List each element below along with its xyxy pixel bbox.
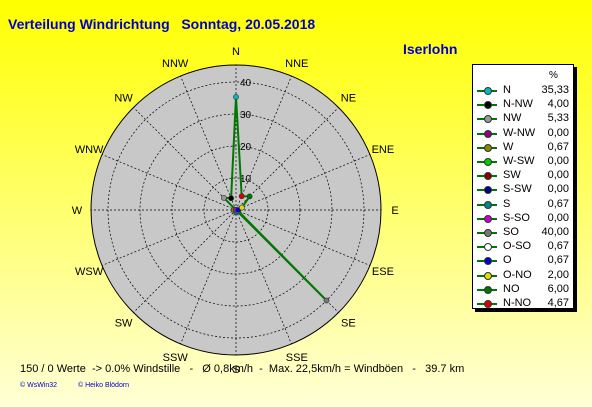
direction-label-ene: ENE (372, 144, 395, 156)
legend-marker-swatch (484, 201, 492, 209)
legend-marker-swatch (484, 172, 492, 180)
legend-value: 0,00 (548, 212, 569, 224)
direction-label-wsw: WSW (75, 266, 104, 278)
legend-label: SW (503, 169, 521, 181)
chart-title: Verteilung Windrichtung Sonntag, 20.05.2… (8, 16, 315, 32)
legend-item: NW 5,33 (473, 112, 573, 126)
legend-item: O 0,67 (473, 254, 573, 268)
legend-marker-swatch (484, 130, 492, 138)
legend-marker-swatch (484, 158, 492, 166)
direction-label-ne: NE (341, 93, 356, 105)
radial-tick-label: 40 (240, 78, 252, 89)
legend-item: N-NW 4,00 (473, 98, 573, 112)
direction-label-sw: SW (115, 317, 133, 329)
legend-item: O-SO 0,67 (473, 240, 573, 254)
legend-label: SO (503, 226, 519, 238)
legend-item: W-SW 0,00 (473, 155, 573, 169)
direction-label-nne: NNE (285, 58, 308, 70)
legend-item: O-NO 2,00 (473, 269, 573, 283)
legend-item: W 0,67 (473, 141, 573, 155)
legend-label: O (503, 254, 512, 266)
legend-label: O-SO (503, 240, 531, 252)
legend-value: 5,33 (548, 112, 569, 124)
legend-label: NO (503, 283, 520, 295)
direction-label-n: N (232, 46, 240, 58)
data-point-nw (221, 195, 226, 200)
legend-value: 0,00 (548, 183, 569, 195)
legend-label: S-SO (503, 212, 530, 224)
legend-marker-swatch (484, 257, 492, 265)
legend-item: N 35,33 (473, 84, 573, 98)
legend-marker-swatch (484, 286, 492, 294)
direction-label-e: E (391, 205, 398, 217)
credit-author: © Heiko Blödorn (78, 382, 129, 389)
radial-tick-label: 30 (240, 110, 252, 121)
direction-label-nnw: NNW (162, 58, 189, 70)
legend-label: N (503, 84, 511, 96)
legend-marker-swatch (484, 186, 492, 194)
data-point-so (324, 298, 329, 303)
legend-label: N-NW (503, 98, 533, 110)
legend-item: S-SO 0,00 (473, 212, 573, 226)
legend-label: S-SW (503, 183, 532, 195)
data-point-n-no (239, 194, 244, 199)
legend-marker-swatch (484, 215, 492, 223)
data-point-n-nw (229, 196, 234, 201)
radial-tick-label: 20 (240, 142, 252, 153)
legend-label: S (503, 198, 510, 210)
legend-marker-swatch (484, 144, 492, 152)
legend-marker-swatch (484, 272, 492, 280)
legend-unit: % (549, 70, 558, 81)
legend-item: NO 6,00 (473, 283, 573, 297)
direction-label-nw: NW (114, 93, 133, 105)
legend-marker-swatch (484, 87, 492, 95)
legend-value: 0,67 (548, 198, 569, 210)
direction-label-se: SE (341, 317, 356, 329)
credit-wswin: © WsWin32 (20, 382, 57, 389)
data-point-no (247, 194, 252, 199)
legend-item: W-NW 0,00 (473, 127, 573, 141)
legend-item: SO 40,00 (473, 226, 573, 240)
legend-marker-swatch (484, 115, 492, 123)
legend-item: SW 0,00 (473, 169, 573, 183)
footer-stats: 150 / 0 Werte -> 0.0% Windstille - Ø 0,8… (20, 363, 464, 375)
direction-label-wnw: WNW (75, 144, 104, 156)
legend: % N 35,33 N-NW 4,00 NW 5,33 W-NW 0,00 W 0,67 W-SW 0… (472, 64, 574, 309)
legend-label: N-NO (503, 297, 531, 309)
wind-rose-plot: 10 20 30 40 N NNE NE ENE E ESE SE SSE S SSW SW WSW W WNW N… (72, 46, 399, 376)
legend-marker-swatch (484, 300, 492, 308)
legend-value: 0,67 (548, 254, 569, 266)
legend-value: 2,00 (548, 269, 569, 281)
legend-label: W (503, 141, 513, 153)
legend-marker-swatch (484, 101, 492, 109)
legend-item: N-NO 4,67 (473, 297, 573, 311)
legend-label: W-SW (503, 155, 535, 167)
legend-label: O-NO (503, 269, 532, 281)
legend-value: 0,67 (548, 240, 569, 252)
legend-value: 0,00 (548, 155, 569, 167)
direction-label-ese: ESE (372, 266, 394, 278)
legend-item: S 0,67 (473, 198, 573, 212)
data-point-n (233, 94, 238, 99)
legend-value: 0,67 (548, 141, 569, 153)
legend-value: 35,33 (541, 84, 569, 96)
station-name: Iserlohn (403, 41, 457, 57)
legend-label: W-NW (503, 127, 535, 139)
legend-marker-swatch (484, 243, 492, 251)
data-point-o-no (239, 205, 244, 210)
legend-label: NW (503, 112, 521, 124)
legend-value: 40,00 (541, 226, 569, 238)
legend-value: 6,00 (548, 283, 569, 295)
direction-label-w: W (72, 205, 83, 217)
legend-value: 4,67 (548, 297, 569, 309)
legend-item: S-SW 0,00 (473, 183, 573, 197)
legend-value: 0,00 (548, 127, 569, 139)
legend-marker-swatch (484, 229, 492, 237)
legend-value: 4,00 (548, 98, 569, 110)
legend-value: 0,00 (548, 169, 569, 181)
